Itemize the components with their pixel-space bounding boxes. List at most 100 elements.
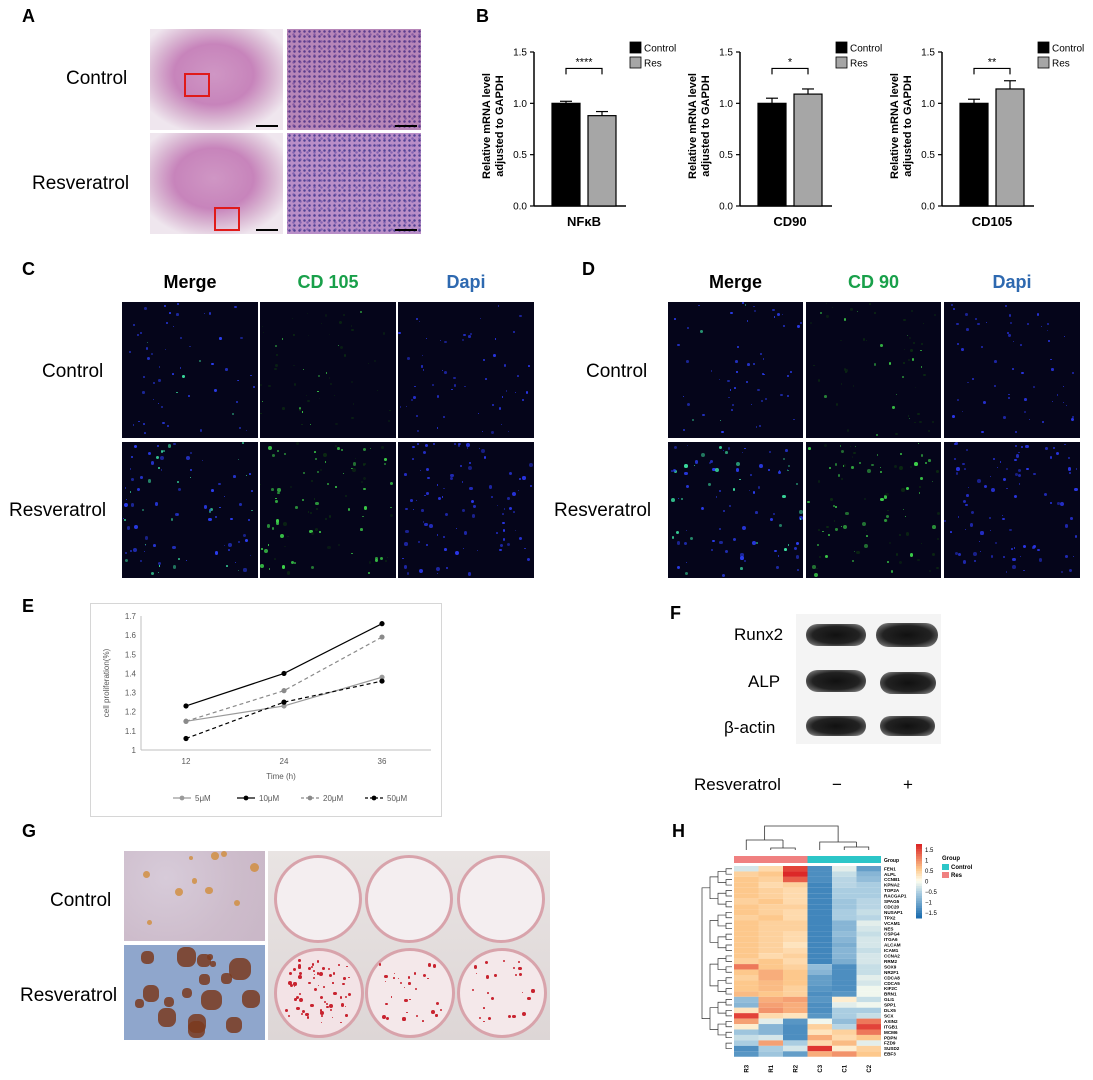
heatmap-cell [734, 904, 759, 910]
fluorescent-speckle [865, 529, 867, 531]
fluorescent-speckle [400, 406, 402, 408]
heatmap-cell [807, 920, 832, 926]
heatmap-cell [856, 882, 881, 888]
fluorescent-speckle [719, 419, 722, 422]
fluorescent-speckle [835, 528, 838, 531]
data-point-5μM [281, 703, 287, 709]
fluorescent-speckle [238, 540, 241, 543]
d-header-cd90: CD 90 [847, 272, 900, 292]
fluorescent-speckle [786, 468, 788, 470]
red-nodule [326, 1005, 330, 1009]
he-overview-resveratrol [150, 133, 283, 234]
y-tick-label: 1 [132, 746, 137, 755]
scale-bar-segment [916, 913, 922, 917]
fluorescent-speckle [1069, 568, 1072, 572]
bar-chart-nfkb: Relative mRNA level adjusted to GAPDH 0.0 0… [481, 41, 676, 229]
mineral-nodule [220, 972, 232, 984]
fluorescent-speckle [982, 400, 986, 404]
fluorescent-speckle [233, 475, 236, 478]
heatmap-cell [758, 1040, 783, 1046]
fluorescent-speckle [293, 364, 295, 366]
fluorescent-speckle [755, 511, 759, 515]
scale-bar-segment [916, 844, 922, 847]
fluorescent-speckle [151, 353, 154, 356]
fluorescent-speckle [1047, 323, 1050, 326]
fluorescent-speckle [414, 386, 416, 388]
if-c-cd105-resveratrol [260, 442, 396, 578]
fluorescent-speckle [337, 345, 339, 347]
heatmap-cell [807, 953, 832, 959]
fluorescent-speckle [517, 489, 520, 491]
fluorescent-speckle [1063, 386, 1065, 388]
heatmap-cell [758, 953, 783, 959]
fluorescent-speckle [715, 496, 718, 498]
mineral-nodule [176, 946, 197, 967]
fluorescent-speckle [360, 528, 363, 531]
fluorescent-speckle [293, 383, 297, 386]
heatmap-cell [734, 1040, 759, 1046]
fluorescent-speckle [700, 506, 704, 511]
fluorescent-speckle [862, 522, 867, 527]
mineral-nodule [135, 998, 145, 1008]
y-tick-label: 0.5 [719, 150, 733, 161]
red-nodule [333, 991, 337, 996]
fluorescent-speckle [1036, 313, 1039, 316]
fluorescent-speckle [405, 529, 409, 534]
fluorescent-speckle [139, 476, 143, 480]
red-nodule [319, 1011, 324, 1016]
heatmap-cell [734, 936, 759, 943]
fluorescent-speckle [407, 357, 410, 360]
fluorescent-speckle [508, 506, 513, 511]
fluorescent-speckle [150, 461, 154, 465]
fluorescent-speckle [956, 467, 960, 471]
fluorescent-speckle [261, 400, 263, 402]
fluorescent-speckle [352, 403, 355, 405]
fluorescent-speckle [736, 461, 741, 466]
fluorescent-speckle [721, 573, 725, 577]
fluorescent-speckle [268, 568, 270, 570]
fluorescent-speckle [145, 347, 149, 351]
fluorescent-speckle [374, 558, 379, 562]
fluorescent-speckle [903, 508, 905, 510]
fluorescent-speckle [302, 368, 305, 370]
red-nodule [408, 982, 411, 985]
heatmap-cell [734, 898, 759, 905]
scale-tick-label: −1 [925, 901, 933, 907]
fluorescent-speckle [294, 561, 296, 564]
heatmap-cell [807, 975, 832, 981]
fluorescent-speckle [903, 362, 905, 364]
heatmap-cell [832, 915, 857, 921]
heatmap-cell [758, 1002, 783, 1008]
legend-label-res: Res [951, 873, 963, 879]
fluorescent-speckle [997, 467, 999, 469]
scale-bar-segment [916, 851, 922, 855]
fluorescent-speckle [923, 373, 926, 377]
fluorescent-speckle [308, 511, 310, 513]
gene-label: ITGB1 [884, 1024, 898, 1029]
heatmap-cell [832, 975, 857, 981]
fluorescent-speckle [701, 453, 706, 458]
fluorescent-speckle [1032, 386, 1035, 389]
red-nodule [332, 972, 336, 975]
fluorescent-speckle [208, 312, 212, 315]
fluorescent-speckle [125, 551, 128, 554]
fluorescent-speckle [911, 310, 914, 313]
heatmap-cell [758, 871, 783, 877]
legend-swatch-control [629, 41, 642, 54]
fluorescent-speckle [328, 333, 330, 335]
x-axis-label: Time (h) [266, 772, 296, 781]
heatmap-cell [856, 980, 881, 986]
fluorescent-speckle [786, 375, 789, 378]
fluorescent-speckle [214, 515, 217, 518]
fluorescent-speckle [756, 426, 758, 428]
fluorescent-speckle [972, 377, 975, 381]
fluorescent-speckle [315, 458, 318, 461]
fluorescent-speckle [503, 364, 507, 367]
fluorescent-speckle [462, 338, 465, 341]
fluorescent-speckle [744, 447, 746, 450]
fluorescent-speckle [189, 345, 192, 348]
fluorescent-speckle [843, 464, 847, 468]
fluorescent-speckle [435, 566, 440, 571]
fluorescent-speckle [185, 455, 190, 460]
panel-label-d: D [582, 259, 595, 279]
